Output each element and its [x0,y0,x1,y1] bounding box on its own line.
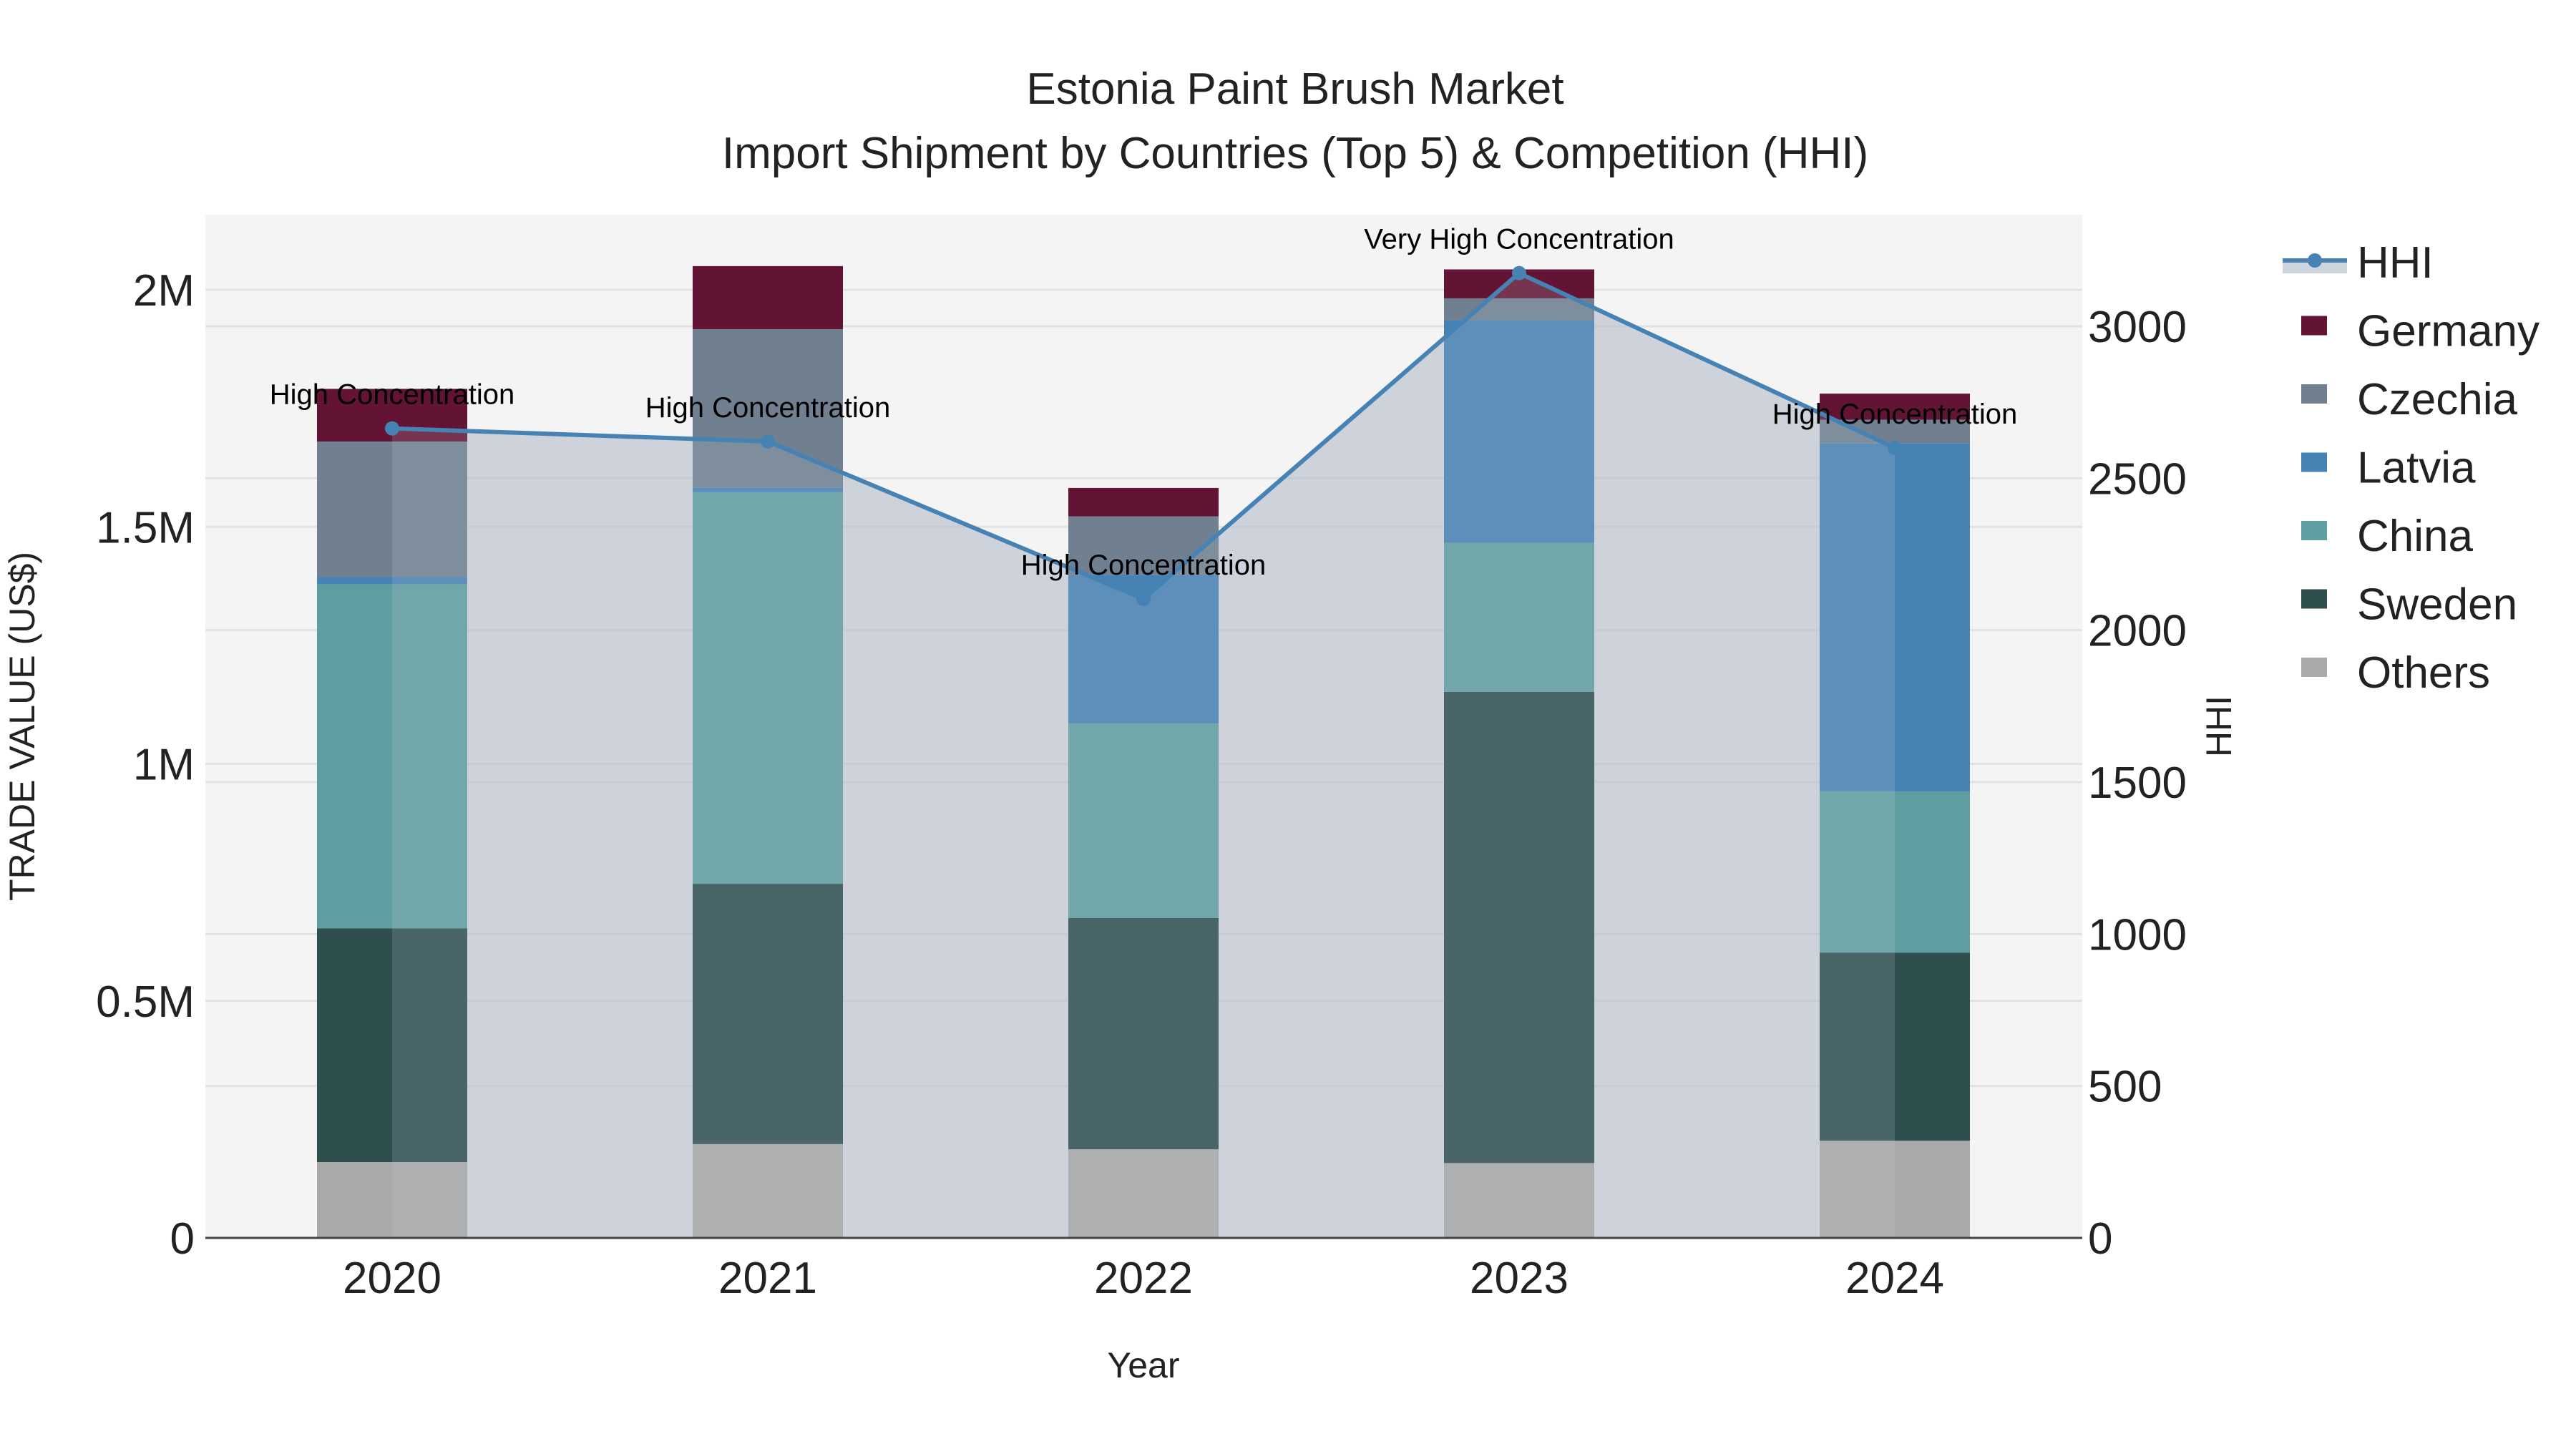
legend-label: HHI [2357,238,2434,288]
bar-segment-latvia[interactable] [1444,320,1594,543]
hhi-annotation: High Concentration [1772,399,2017,430]
x-tick-label: 2023 [1470,1254,1568,1303]
bar-segment-china[interactable] [1820,791,1970,953]
bar-segment-czechia[interactable] [1068,516,1219,575]
legend-item-hhi[interactable]: HHI [2283,238,2434,288]
hhi-marker[interactable] [1512,265,1526,280]
bar-segment-sweden[interactable] [693,884,843,1144]
bar-stack-2020[interactable] [317,389,467,1238]
hhi-marker[interactable] [1888,440,1902,455]
legend-item-czechia[interactable]: Czechia [2301,375,2518,424]
y-right-tick-label: 2000 [2088,607,2187,656]
legend-item-china[interactable]: China [2301,512,2474,561]
hhi-annotation: Very High Concentration [1364,224,1674,255]
legend-label: Others [2357,648,2490,698]
bar-segment-sweden[interactable] [1068,917,1219,1150]
y-right-axis-title: HHI [2199,696,2239,757]
bar-segment-germany[interactable] [693,265,843,329]
legend-label: China [2357,512,2474,561]
x-axis-title: Year [1107,1345,1179,1385]
hhi-annotation: High Concentration [270,379,514,411]
bar-segment-latvia[interactable] [693,487,843,492]
bar-segment-china[interactable] [693,492,843,884]
hhi-marker[interactable] [385,421,399,436]
bar-segment-sweden[interactable] [1820,952,1970,1141]
bar-stack-2021[interactable] [693,265,843,1238]
legend-swatch-icon [2301,658,2327,677]
legend-swatch-icon [2301,521,2327,540]
bar-segment-sweden[interactable] [1444,691,1594,1163]
legend-swatch-icon [2301,384,2327,404]
legend-marker-icon [2308,253,2322,268]
y-right-tick-label: 1500 [2088,758,2187,808]
legend-item-germany[interactable]: Germany [2301,307,2540,356]
bar-segment-latvia[interactable] [317,577,467,585]
bar-stack-2024[interactable] [1820,394,1970,1238]
legend-swatch-icon [2301,589,2327,609]
legend-label: Czechia [2357,375,2518,424]
legend-item-sweden[interactable]: Sweden [2301,580,2517,630]
y-right-tick-label: 1000 [2088,910,2187,960]
bar-segment-others[interactable] [693,1143,843,1238]
bar-segment-china[interactable] [1444,542,1594,692]
legend-swatch-icon [2301,452,2327,472]
legend-label: Latvia [2357,444,2476,493]
y-left-tick-label: 2M [133,266,195,316]
y-right-tick-label: 2500 [2088,454,2187,504]
y-right-tick-label: 0 [2088,1214,2112,1264]
bar-segment-others[interactable] [1068,1149,1219,1238]
y-left-tick-label: 1M [133,741,195,790]
chart-title-line2: Import Shipment by Countries (Top 5) & C… [722,129,1868,178]
bar-segment-sweden[interactable] [317,928,467,1162]
hhi-marker[interactable] [1136,591,1151,606]
legend-label: Sweden [2357,580,2517,630]
y-right-tick-label: 3000 [2088,303,2187,352]
bar-segment-others[interactable] [1820,1141,1970,1238]
y-right-tick-label: 500 [2088,1063,2162,1112]
y-right-ticks: 0 500 1000 1500 2000 2500 3000 [2088,303,2187,1264]
y-left-tick-label: 1.5M [96,503,195,552]
bar-segment-germany[interactable] [1820,394,1970,420]
hhi-line [385,265,1902,606]
legend-item-others[interactable]: Others [2301,648,2490,698]
hhi-annotation: High Concentration [1021,550,1266,581]
annotations: High Concentration High Concentration High… [270,224,2017,581]
bar-stack-2023[interactable] [1444,269,1594,1238]
bar-segment-others[interactable] [317,1162,467,1238]
bar-segment-china[interactable] [1068,723,1219,918]
legend-swatch-icon [2301,316,2327,336]
hhi-marker[interactable] [761,434,775,449]
x-ticks: 2020 2021 2022 2023 2024 [343,1254,1944,1303]
x-tick-label: 2022 [1094,1254,1193,1303]
bar-segment-others[interactable] [1444,1163,1594,1238]
x-tick-label: 2021 [718,1254,817,1303]
legend: HHI Germany Czechia Latvia China Sweden Others [2283,238,2540,698]
y-left-axis-title: TRADE VALUE (US$) [2,552,42,901]
y-left-tick-label: 0 [170,1214,195,1264]
x-tick-label: 2024 [1845,1254,1944,1303]
stacked-bars [317,265,1970,1238]
chart-title-line1: Estonia Paint Brush Market [1026,64,1563,114]
hhi-area-overlay [392,273,1895,1238]
y-left-tick-label: 0.5M [96,977,195,1027]
y-left-ticks: 0 0.5M 1M 1.5M 2M [96,266,195,1264]
legend-label: Germany [2357,307,2540,356]
bar-segment-latvia[interactable] [1820,443,1970,791]
legend-item-latvia[interactable]: Latvia [2301,444,2476,493]
bar-segment-czechia[interactable] [317,441,467,577]
hhi-annotation: High Concentration [645,392,890,424]
bar-segment-germany[interactable] [1068,487,1219,517]
bar-segment-china[interactable] [317,584,467,929]
x-tick-label: 2020 [343,1254,441,1303]
